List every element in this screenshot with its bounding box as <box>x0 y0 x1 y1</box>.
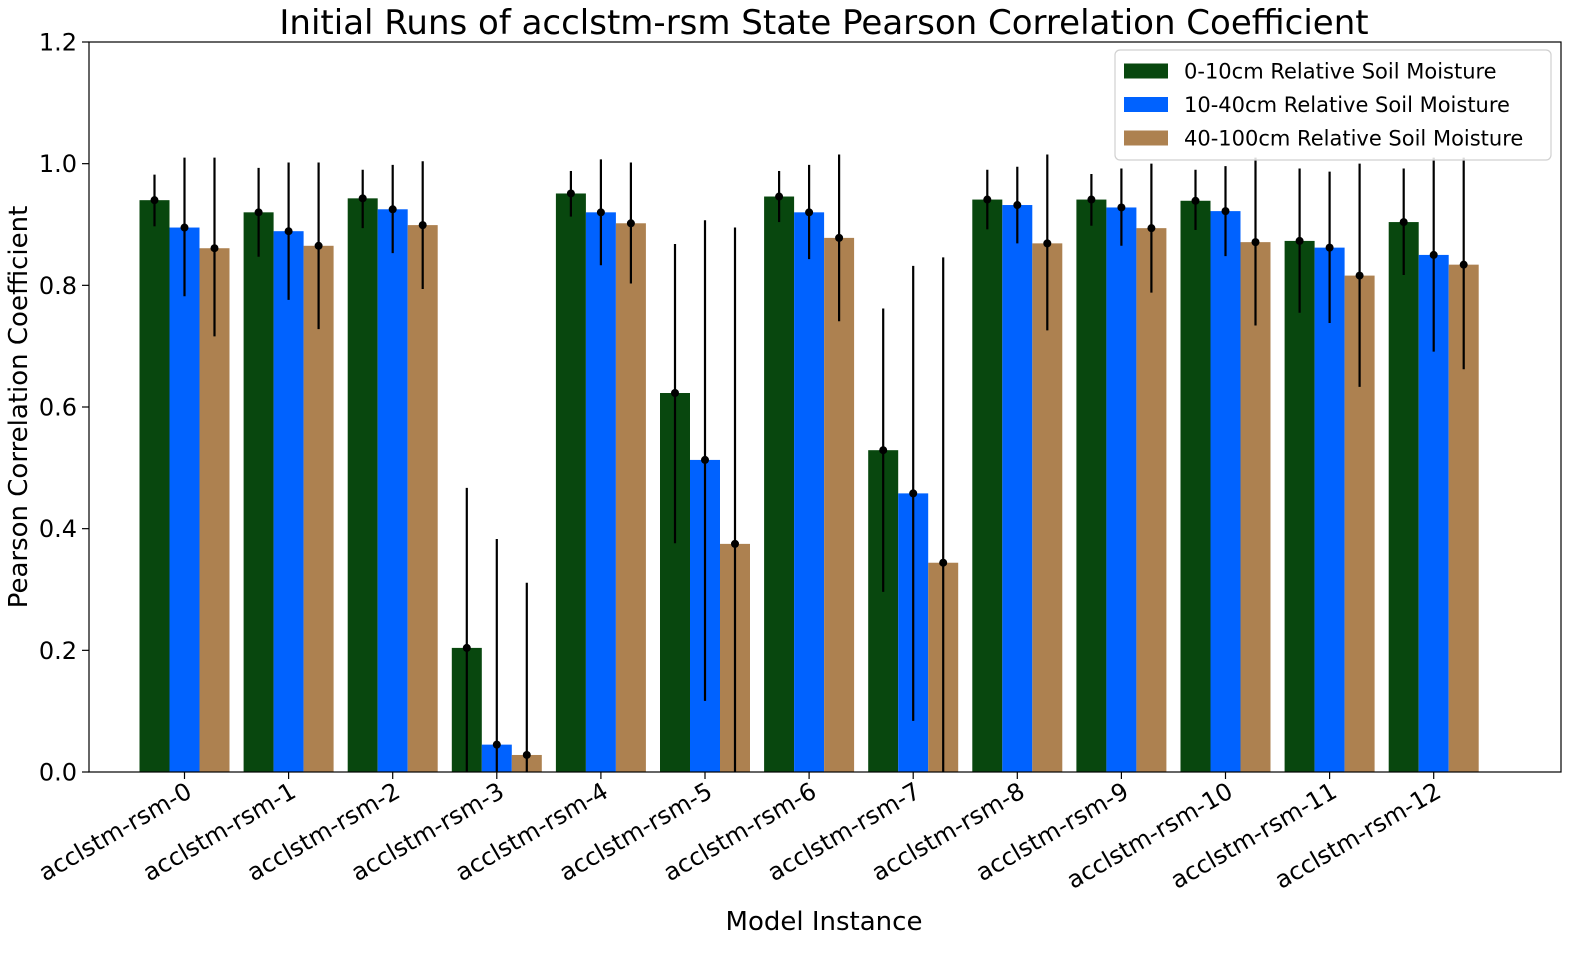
point-2-acclstm-rsm-12 <box>1429 250 1438 259</box>
point-2-acclstm-rsm-2 <box>388 205 397 214</box>
point-3-acclstm-rsm-4 <box>626 219 635 228</box>
bar-1-acclstm-rsm-11 <box>1284 240 1315 773</box>
point-1-acclstm-rsm-6 <box>775 192 784 201</box>
bar-2-acclstm-rsm-8 <box>1002 205 1033 772</box>
legend-box <box>1114 49 1552 161</box>
bar-3-acclstm-rsm-4 <box>615 223 646 772</box>
point-3-acclstm-rsm-3 <box>522 750 531 759</box>
y-tick-label: 0.2 <box>39 637 77 665</box>
point-2-acclstm-rsm-10 <box>1221 207 1230 216</box>
point-3-acclstm-rsm-1 <box>314 241 323 250</box>
point-3-acclstm-rsm-5 <box>731 539 739 548</box>
point-1-acclstm-rsm-12 <box>1399 218 1408 227</box>
legend-label-2: 10-40cm Relative Soil Moisture <box>1184 93 1510 117</box>
point-2-acclstm-rsm-8 <box>1013 201 1022 210</box>
bar-1-acclstm-rsm-8 <box>972 199 1003 772</box>
bar-2-acclstm-rsm-0 <box>169 227 200 773</box>
point-1-acclstm-rsm-0 <box>150 196 159 205</box>
bar-3-acclstm-rsm-10 <box>1240 242 1271 772</box>
bar-1-acclstm-rsm-9 <box>1076 199 1107 772</box>
legend-swatch-3 <box>1124 130 1168 146</box>
point-3-acclstm-rsm-11 <box>1355 271 1364 280</box>
y-tick-label: 1.2 <box>39 29 77 57</box>
point-1-acclstm-rsm-8 <box>983 195 992 204</box>
bar-1-acclstm-rsm-1 <box>243 212 274 772</box>
y-axis-label: Pearson Correlation Coefficient <box>4 206 34 609</box>
point-1-acclstm-rsm-3 <box>462 643 471 652</box>
y-tick-label: 0.6 <box>39 394 77 422</box>
y-tick-label: 0.4 <box>39 515 77 543</box>
legend-swatch-2 <box>1124 97 1168 112</box>
bar-2-acclstm-rsm-11 <box>1314 247 1345 772</box>
bar-2-acclstm-rsm-9 <box>1106 207 1137 773</box>
point-2-acclstm-rsm-1 <box>284 227 293 236</box>
bar-1-acclstm-rsm-6 <box>764 196 795 772</box>
point-1-acclstm-rsm-4 <box>566 189 575 198</box>
point-2-acclstm-rsm-6 <box>805 208 814 217</box>
x-axis-label: Model Instance <box>726 907 923 937</box>
point-2-acclstm-rsm-7 <box>909 489 918 498</box>
point-1-acclstm-rsm-7 <box>879 446 888 455</box>
bar-1-acclstm-rsm-12 <box>1388 222 1419 772</box>
point-2-acclstm-rsm-5 <box>701 455 709 464</box>
legend-label-3: 40-100cm Relative Soil Moisture <box>1184 127 1523 151</box>
bar-2-acclstm-rsm-4 <box>585 212 616 772</box>
bar-3-acclstm-rsm-8 <box>1032 243 1063 773</box>
point-3-acclstm-rsm-2 <box>418 221 427 230</box>
point-3-acclstm-rsm-10 <box>1251 238 1260 247</box>
legend: 0-10cm Relative Soil Moisture 10-40cm Rel… <box>1114 49 1552 161</box>
bar-2-acclstm-rsm-10 <box>1210 211 1241 772</box>
point-3-acclstm-rsm-8 <box>1043 239 1052 248</box>
y-tick-label: 0.8 <box>39 272 77 300</box>
bar-1-acclstm-rsm-10 <box>1180 200 1211 772</box>
bar-1-acclstm-rsm-0 <box>139 200 170 773</box>
bar-1-acclstm-rsm-4 <box>555 193 586 773</box>
point-3-acclstm-rsm-0 <box>210 244 219 253</box>
bar-3-acclstm-rsm-6 <box>824 237 855 772</box>
bar-1-acclstm-rsm-2 <box>347 198 378 773</box>
point-2-acclstm-rsm-3 <box>492 740 501 749</box>
point-1-acclstm-rsm-10 <box>1191 196 1200 205</box>
point-3-acclstm-rsm-9 <box>1147 224 1156 233</box>
point-3-acclstm-rsm-6 <box>835 233 844 242</box>
point-1-acclstm-rsm-5 <box>671 389 679 398</box>
bar-3-acclstm-rsm-9 <box>1136 228 1167 772</box>
point-2-acclstm-rsm-9 <box>1117 203 1126 212</box>
bar-2-acclstm-rsm-6 <box>794 212 825 772</box>
bar-3-acclstm-rsm-1 <box>303 245 334 773</box>
point-3-acclstm-rsm-12 <box>1459 260 1468 269</box>
legend-swatch-1 <box>1124 63 1168 79</box>
point-1-acclstm-rsm-2 <box>358 194 367 203</box>
point-2-acclstm-rsm-11 <box>1325 243 1334 252</box>
point-1-acclstm-rsm-1 <box>254 208 263 217</box>
legend-label-1: 0-10cm Relative Soil Moisture <box>1184 60 1497 84</box>
point-1-acclstm-rsm-9 <box>1087 195 1096 204</box>
bar-3-acclstm-rsm-2 <box>407 225 438 773</box>
bar-2-acclstm-rsm-1 <box>273 231 304 772</box>
chart-title: Initial Runs of acclstm-rsm State Pearso… <box>279 3 1368 43</box>
point-3-acclstm-rsm-7 <box>939 558 948 567</box>
point-2-acclstm-rsm-4 <box>596 208 605 217</box>
point-2-acclstm-rsm-0 <box>180 223 189 232</box>
point-1-acclstm-rsm-11 <box>1295 236 1304 245</box>
y-tick-label: 0.0 <box>39 759 77 787</box>
y-tick-label: 1.0 <box>39 150 77 178</box>
bar-2-acclstm-rsm-2 <box>377 209 408 773</box>
